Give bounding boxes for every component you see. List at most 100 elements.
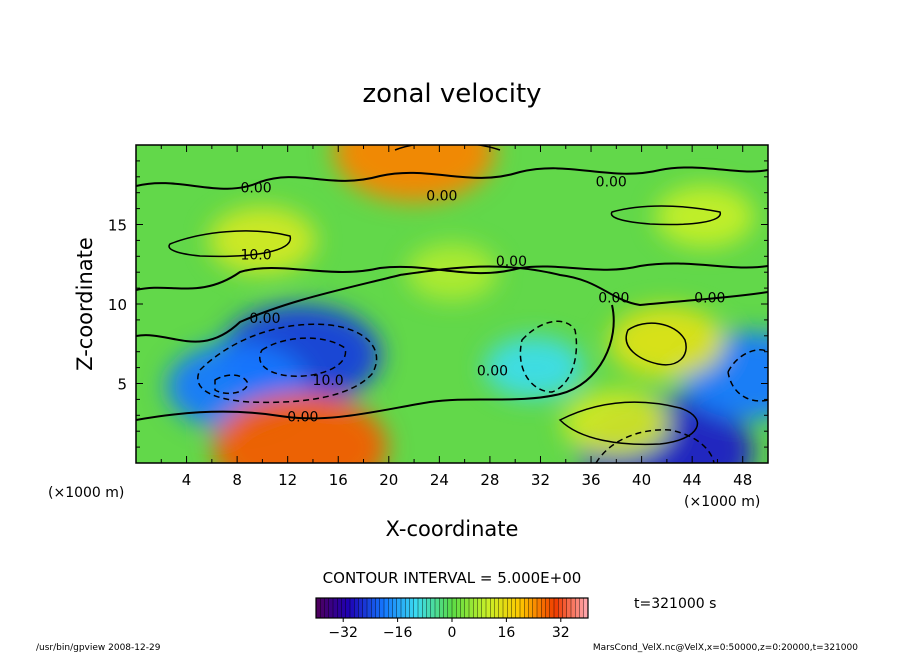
- contour-label: 10.0: [313, 373, 344, 389]
- x-axis-label: X-coordinate: [386, 517, 519, 541]
- colorbar-segment: [409, 598, 415, 618]
- colorbar-segment: [358, 598, 364, 618]
- colorbar-segment: [473, 598, 478, 618]
- colorbar-segment: [477, 598, 483, 618]
- contour-label: 0.00: [249, 311, 280, 327]
- colorbar-segment: [575, 598, 580, 618]
- colorbar-tick-label: 0: [448, 625, 457, 641]
- field-feature: [333, 145, 495, 202]
- colorbar-segment: [422, 598, 427, 618]
- colorbar-tick-label: 16: [497, 625, 515, 641]
- colorbar-tick-label: −16: [383, 625, 413, 641]
- colorbar-segment: [418, 598, 423, 618]
- colorbar-tick-label: −32: [328, 625, 358, 641]
- colorbar-segment: [316, 598, 321, 618]
- colorbar-segment: [541, 598, 546, 618]
- colorbar-segment: [354, 598, 359, 618]
- contour-zero-line: [136, 265, 768, 343]
- colorbar-segment: [532, 598, 538, 618]
- contour-labels: 0.00 0.00 0.00 10.0 0.00 0.00 0.00 0.00 10.0 0.00…: [240, 174, 725, 425]
- colorbar: [315, 598, 589, 618]
- velocity-field: [166, 145, 768, 463]
- colorbar-segment: [520, 598, 525, 618]
- colorbar-segment: [537, 598, 542, 618]
- contour-interval-text: CONTOUR INTERVAL = 5.000E+00: [323, 569, 582, 587]
- field-feature: [655, 185, 755, 248]
- y-tick-label: 10: [108, 296, 127, 314]
- colorbar-segment: [396, 598, 402, 618]
- contour-positive-line: [558, 401, 699, 446]
- colorbar-segment: [558, 598, 563, 618]
- colorbar-segment: [498, 598, 504, 618]
- contour-positive-line: [610, 205, 721, 226]
- x-tick-label: 24: [430, 471, 449, 489]
- colorbar-segment: [469, 598, 474, 618]
- contour-zero-line: [136, 166, 768, 190]
- colorbar-tick-label: 32: [552, 625, 570, 641]
- colorbar-segment: [456, 598, 461, 618]
- x-tick-label: 48: [733, 471, 752, 489]
- colorbar-segment: [452, 598, 457, 618]
- colorbar-segment: [443, 598, 449, 618]
- colorbar-segment: [345, 598, 351, 618]
- colorbar-segment: [375, 598, 381, 618]
- contour-label: 0.00: [240, 181, 271, 197]
- colorbar-segment: [486, 598, 491, 618]
- x-tick-label: 44: [683, 471, 702, 489]
- colorbar-segment: [549, 598, 555, 618]
- contour-positive-line: [625, 322, 687, 366]
- x-tick-label: 4: [182, 471, 192, 489]
- colorbar-segment: [545, 598, 551, 618]
- colorbar-segment: [447, 598, 453, 618]
- time-text: t=321000 s: [634, 596, 716, 612]
- colorbar-segment: [388, 598, 393, 618]
- colorbar-segment: [507, 598, 512, 618]
- colorbar-segment: [426, 598, 432, 618]
- colorbar-segment: [566, 598, 572, 618]
- y-axis-label: Z-coordinate: [73, 237, 97, 371]
- colorbar-segment: [460, 598, 466, 618]
- x-tick-label: 16: [329, 471, 348, 489]
- colorbar-segment: [481, 598, 487, 618]
- colorbar-segment: [333, 598, 338, 618]
- colorbar-segment: [405, 598, 410, 618]
- contour-lines: [136, 145, 768, 463]
- x-tick-label: 40: [632, 471, 651, 489]
- contour-label: 0.00: [287, 410, 318, 426]
- colorbar-segment: [554, 598, 559, 618]
- colorbar-segment: [503, 598, 508, 618]
- colorbar-segment: [341, 598, 347, 618]
- colorbar-segment: [435, 598, 440, 618]
- x-tick-label: 8: [232, 471, 242, 489]
- contour-label: 10.0: [240, 247, 271, 263]
- colorbar-segment: [371, 598, 376, 618]
- colorbar-segment: [328, 598, 334, 618]
- colorbar-segment: [528, 598, 534, 618]
- field-feature: [608, 305, 725, 379]
- y-tick-label: 15: [108, 217, 127, 235]
- x-tick-label: 12: [278, 471, 297, 489]
- footer-left: /usr/bin/gpview 2008-12-29: [36, 643, 161, 653]
- contour-negative-line: [519, 320, 578, 393]
- contour-label: 0.00: [596, 174, 627, 190]
- colorbar-segment: [579, 598, 585, 618]
- contour-label: 0.00: [694, 290, 725, 306]
- colorbar-segment: [571, 598, 576, 618]
- colorbar-segment: [562, 598, 568, 618]
- contour-label: 0.00: [496, 254, 527, 270]
- colorbar-segment: [430, 598, 436, 618]
- field-feature: [562, 389, 671, 457]
- colorbar-segment: [367, 598, 372, 618]
- colorbar-segment: [337, 598, 342, 618]
- contour-zero-line: [136, 262, 768, 291]
- x-tick-label: 32: [531, 471, 550, 489]
- x-tick-label: 28: [480, 471, 499, 489]
- chart-title: zonal velocity: [362, 79, 541, 109]
- colorbar-segment: [583, 598, 589, 618]
- x-tick-label: 36: [581, 471, 600, 489]
- contour-zero-line: [136, 304, 615, 421]
- colorbar-segment: [379, 598, 385, 618]
- colorbar-segment: [439, 598, 444, 618]
